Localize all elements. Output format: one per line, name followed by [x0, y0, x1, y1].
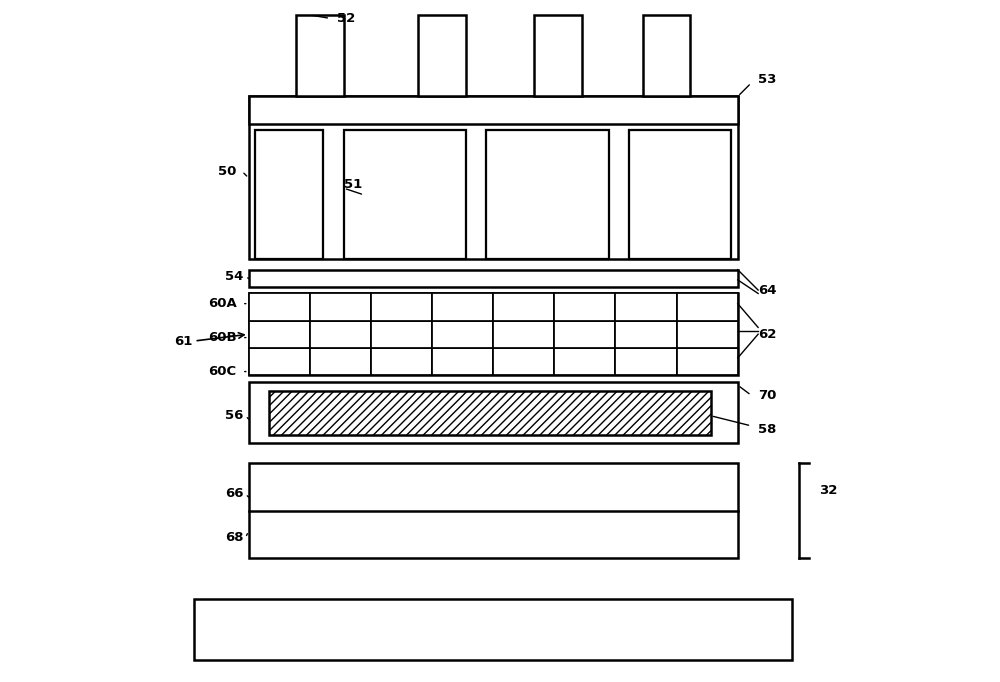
Bar [249, 348, 310, 375]
Bar [249, 269, 738, 286]
Text: 51: 51 [344, 178, 362, 191]
Bar [493, 348, 554, 375]
Text: 58: 58 [758, 423, 776, 436]
Bar [269, 391, 711, 434]
Text: 52: 52 [337, 12, 355, 25]
Text: 70: 70 [758, 389, 776, 402]
Bar [432, 293, 493, 321]
Text: 56: 56 [225, 409, 243, 422]
Bar [249, 382, 738, 443]
Bar [255, 130, 323, 259]
Bar [629, 130, 731, 259]
Bar [615, 321, 677, 348]
Bar [493, 321, 554, 348]
Bar [194, 599, 792, 660]
Text: 60B: 60B [208, 331, 237, 344]
Bar [432, 348, 493, 375]
Bar [371, 321, 432, 348]
Bar [554, 348, 615, 375]
Bar [486, 130, 609, 259]
Bar [554, 321, 615, 348]
Bar [677, 321, 738, 348]
Text: 62: 62 [758, 328, 776, 341]
Bar [418, 15, 466, 96]
Text: 53: 53 [758, 73, 776, 86]
Text: 60A: 60A [208, 297, 237, 310]
Bar [310, 348, 371, 375]
Text: 60C: 60C [208, 365, 236, 378]
Bar [249, 96, 738, 259]
Bar [615, 293, 677, 321]
Bar [534, 15, 582, 96]
Bar [677, 348, 738, 375]
Text: 68: 68 [225, 531, 243, 544]
Bar [432, 321, 493, 348]
Text: 66: 66 [225, 488, 243, 501]
Bar [296, 15, 344, 96]
Bar [615, 348, 677, 375]
Text: 64: 64 [758, 284, 777, 297]
Bar [249, 96, 738, 123]
Bar [310, 321, 371, 348]
Bar [643, 15, 690, 96]
Bar [371, 348, 432, 375]
Bar [249, 321, 310, 348]
Bar [249, 463, 738, 559]
Text: 50: 50 [218, 164, 236, 178]
Bar [249, 293, 738, 375]
Bar [493, 293, 554, 321]
Text: 32: 32 [819, 484, 838, 497]
Bar [344, 130, 466, 259]
Text: 54: 54 [225, 270, 243, 283]
Text: 61: 61 [174, 334, 192, 348]
Bar [249, 293, 310, 321]
Bar [371, 293, 432, 321]
Bar [310, 293, 371, 321]
Bar [677, 293, 738, 321]
Bar [554, 293, 615, 321]
